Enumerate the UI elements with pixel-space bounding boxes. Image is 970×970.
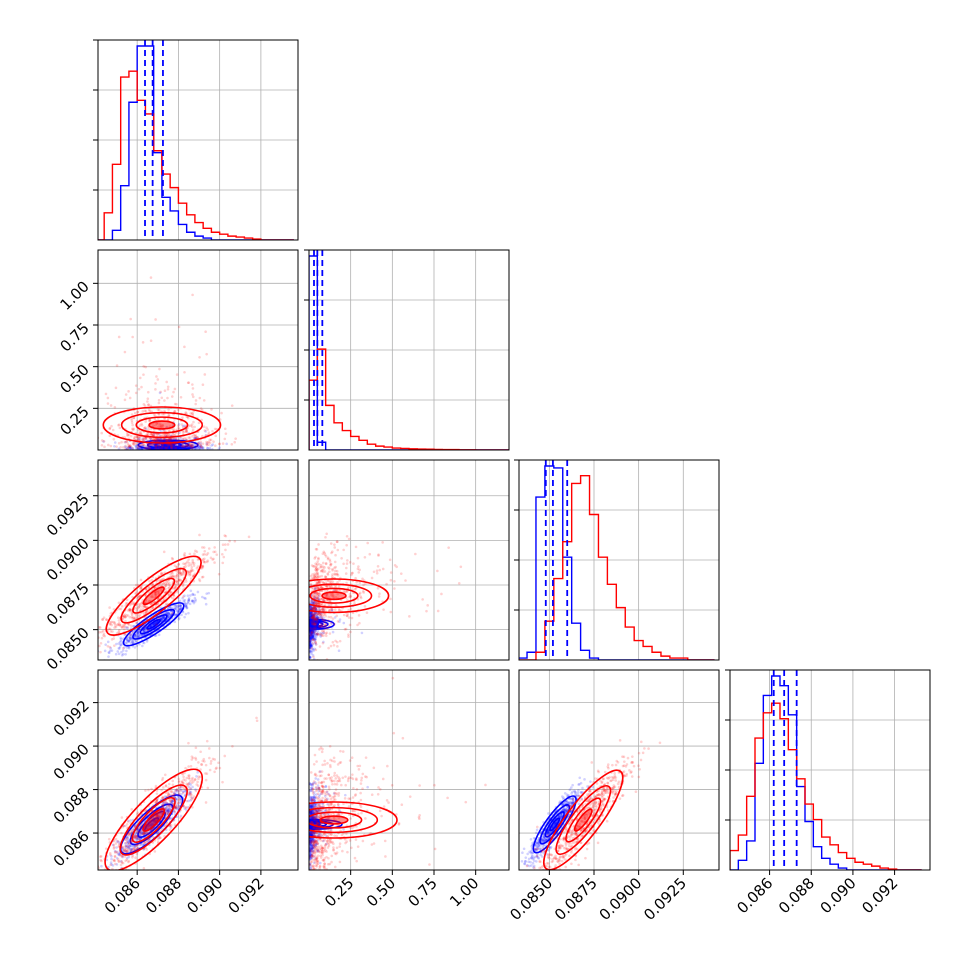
x-tick-label: 0.086 [733,874,776,917]
histogram-red [309,348,509,450]
histogram-blue [309,255,509,450]
contour-red [105,555,202,636]
axes-frame [518,459,720,661]
contour-blue [309,618,335,630]
axes-frame [97,669,299,871]
y-tick-label: 0.0850 [43,624,93,674]
histogram-blue [98,45,294,240]
contour-red [104,768,204,870]
histogram-red [98,70,294,240]
scatter-red [98,533,251,654]
axes-frame [97,249,299,451]
x-tick-label: 0.0850 [506,874,556,924]
x-tick-label: 0.25 [321,874,357,910]
panel-row3-col1: 0.25 0.50 0.75 1.00 [308,669,510,910]
panel-row1-col0: 0.25 0.50 0.75 1.00 [56,249,299,451]
axes-frame [97,459,299,661]
axes-frame [308,669,510,871]
y-tick-label: 0.0925 [43,490,93,540]
x-tick-label: 0.75 [404,874,440,910]
x-tick-label: 0.086 [101,874,144,917]
y-tick-label: 0.25 [56,402,92,438]
y-tick-label: 0.090 [50,740,93,783]
y-tick-label: 0.092 [50,697,93,740]
contour-red [309,578,390,614]
histogram-red [519,475,715,660]
y-tick-label: 0.088 [50,784,93,827]
y-tick-label: 0.75 [56,319,92,355]
gridlines [98,40,298,240]
gridlines [98,670,298,870]
panel-diag-1 [304,249,510,451]
gridlines [519,460,719,660]
axes-frame [729,669,931,871]
gridlines [519,670,719,870]
contour-red [543,769,624,870]
x-tick-label: 0.092 [858,874,901,917]
histogram-blue [519,465,715,660]
histogram-red [730,702,922,870]
gridlines [98,250,298,450]
histogram-blue [730,675,922,870]
gridlines [309,250,509,450]
axes-frame [518,669,720,871]
x-tick-label: 0.092 [225,874,268,917]
y-tick-label: 1.00 [56,277,92,313]
y-tick-label: 0.086 [50,827,93,870]
x-tick-label: 0.50 [363,874,399,910]
x-tick-label: 0.090 [817,874,860,917]
axes-frame [308,249,510,451]
x-tick-label: 0.0925 [640,874,690,924]
scatter-red [309,532,463,660]
scatter-red [98,716,259,870]
contour-red [102,406,222,444]
x-tick-label: 0.088 [775,874,818,917]
y-tick-label: 0.0875 [43,579,93,629]
scatter-red [309,676,487,870]
x-tick-label: 0.0900 [596,874,646,924]
axes-frame [97,39,299,241]
y-tick-label: 0.50 [56,361,92,397]
x-tick-label: 0.090 [183,874,226,917]
gridlines [309,670,509,870]
x-tick-label: 1.00 [446,874,482,910]
panel-diag-2 [514,459,720,661]
x-tick-label: 0.088 [142,874,185,917]
axes-frame [308,459,510,661]
panel-row2-col1 [308,459,510,661]
contour-red [309,801,398,839]
y-tick-label: 0.0900 [43,534,93,584]
panel-diag-0 [93,39,299,241]
x-tick-label: 0.0875 [551,874,601,924]
gridlines [309,460,509,660]
